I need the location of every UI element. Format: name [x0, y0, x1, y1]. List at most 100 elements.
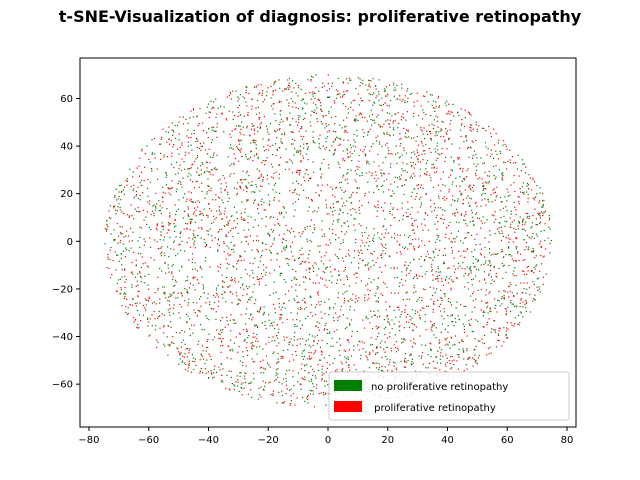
- scatter-point: [242, 382, 244, 384]
- scatter-point: [317, 369, 319, 371]
- scatter-point: [257, 251, 259, 253]
- scatter-point: [167, 354, 169, 356]
- scatter-point: [236, 375, 238, 377]
- scatter-point: [373, 279, 375, 281]
- scatter-point: [156, 339, 158, 341]
- scatter-point: [316, 384, 318, 386]
- scatter-point: [365, 355, 367, 357]
- scatter-point: [452, 213, 454, 215]
- scatter-point: [369, 289, 371, 292]
- scatter-point: [355, 119, 357, 121]
- scatter-point: [399, 98, 401, 101]
- scatter-point: [300, 368, 302, 370]
- scatter-point: [240, 179, 243, 181]
- scatter-point: [349, 151, 351, 153]
- scatter-point: [244, 372, 246, 374]
- scatter-point: [494, 144, 496, 146]
- scatter-point: [376, 116, 378, 118]
- scatter-point: [165, 272, 167, 274]
- scatter-point: [502, 172, 504, 174]
- scatter-point: [314, 142, 316, 144]
- scatter-point: [406, 101, 408, 103]
- scatter-point: [243, 259, 245, 261]
- scatter-point: [223, 131, 225, 133]
- scatter-point: [269, 366, 271, 368]
- scatter-point: [311, 357, 313, 359]
- scatter-point: [503, 327, 505, 329]
- scatter-point: [157, 248, 159, 250]
- scatter-point: [302, 396, 304, 399]
- scatter-point: [282, 349, 284, 352]
- scatter-point: [234, 129, 236, 131]
- scatter-point: [470, 130, 473, 132]
- scatter-point: [155, 207, 157, 209]
- scatter-point: [395, 347, 397, 349]
- scatter-point: [447, 331, 449, 333]
- scatter-point: [447, 112, 449, 114]
- scatter-point: [334, 254, 337, 256]
- scatter-point: [321, 354, 323, 356]
- scatter-point: [189, 318, 191, 320]
- scatter-point: [114, 196, 116, 198]
- scatter-point: [438, 106, 440, 108]
- scatter-point: [144, 275, 146, 277]
- scatter-point: [508, 246, 510, 248]
- scatter-point: [495, 253, 497, 255]
- scatter-point: [367, 264, 369, 266]
- scatter-point: [246, 236, 248, 238]
- scatter-point: [468, 146, 470, 148]
- scatter-point: [313, 339, 315, 341]
- scatter-point: [406, 171, 408, 173]
- scatter-point: [309, 92, 311, 94]
- scatter-point: [175, 297, 177, 299]
- scatter-point: [411, 152, 413, 154]
- scatter-point: [218, 179, 220, 182]
- scatter-point: [275, 378, 277, 381]
- scatter-point: [130, 247, 132, 249]
- scatter-point: [197, 343, 199, 345]
- scatter-point: [222, 381, 224, 383]
- scatter-point: [207, 214, 209, 217]
- scatter-point: [378, 366, 381, 369]
- scatter-point: [222, 280, 224, 282]
- scatter-point: [118, 235, 120, 237]
- scatter-point: [499, 305, 501, 307]
- scatter-point: [239, 140, 241, 142]
- scatter-point: [393, 268, 395, 270]
- scatter-point: [216, 329, 218, 331]
- scatter-point: [211, 222, 213, 224]
- scatter-point: [462, 348, 464, 350]
- scatter-point: [477, 163, 479, 165]
- scatter-point: [422, 351, 424, 354]
- scatter-point: [300, 254, 302, 256]
- scatter-point: [190, 192, 192, 194]
- scatter-point: [208, 319, 210, 321]
- scatter-point: [205, 161, 208, 163]
- scatter-point: [413, 112, 415, 114]
- scatter-point: [324, 268, 327, 270]
- scatter-point: [252, 372, 255, 374]
- scatter-point: [425, 113, 427, 115]
- scatter-point: [261, 254, 263, 257]
- scatter-point: [418, 296, 421, 299]
- scatter-point: [190, 223, 192, 225]
- scatter-point: [411, 309, 414, 311]
- scatter-point: [125, 180, 127, 182]
- scatter-point: [198, 174, 201, 177]
- scatter-point: [244, 268, 246, 271]
- scatter-point: [340, 309, 342, 311]
- scatter-point: [269, 122, 272, 125]
- scatter-point: [500, 216, 502, 219]
- scatter-point: [341, 127, 343, 129]
- scatter-point: [398, 321, 400, 323]
- scatter-point: [342, 94, 344, 96]
- scatter-point: [233, 319, 235, 321]
- scatter-point: [532, 179, 534, 181]
- scatter-point: [498, 330, 500, 332]
- scatter-point: [431, 123, 433, 125]
- scatter-point: [327, 83, 329, 85]
- scatter-point: [279, 314, 281, 316]
- scatter-point: [436, 275, 439, 278]
- scatter-point: [252, 277, 254, 279]
- scatter-point: [216, 113, 218, 115]
